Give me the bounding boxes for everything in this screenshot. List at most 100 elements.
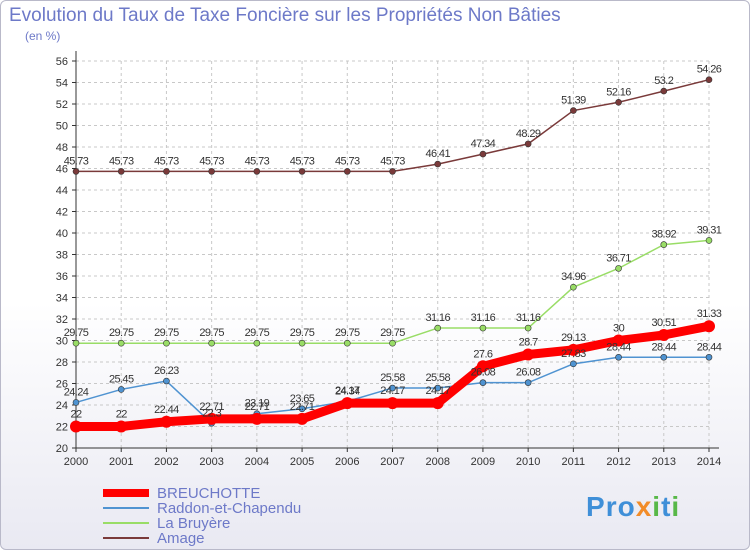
data-label-raddon-et-chapendu: 22.3	[202, 407, 221, 419]
data-label-raddon-et-chapendu: 28.44	[606, 341, 631, 353]
grid	[75, 60, 710, 448]
data-label-la-bruyere: 31.16	[516, 312, 541, 324]
data-label-la-bruyere: 29.75	[335, 327, 360, 339]
data-label-raddon-et-chapendu: 25.58	[380, 372, 405, 384]
y-tick-label: 56	[56, 56, 68, 68]
legend-item-la-bruyere: La Bruyère	[101, 514, 231, 532]
data-label-amage: 45.73	[245, 155, 270, 167]
data-point-breuchotte	[567, 343, 580, 356]
data-point-breuchotte	[703, 320, 715, 333]
data-label-raddon-et-chapendu: 23.19	[245, 398, 270, 410]
data-label-la-bruyere: 29.75	[154, 327, 179, 339]
chart-title: Evolution du Taux de Taxe Foncière sur l…	[9, 5, 561, 26]
y-tick-label: 24	[56, 400, 68, 412]
data-label-amage: 47.34	[471, 138, 496, 150]
data-point-raddon-et-chapendu	[660, 353, 668, 361]
data-label-amage: 46.41	[425, 148, 450, 160]
legend-label-raddon: Raddon-et-Chapendu	[157, 499, 302, 517]
data-label-breuchotte: 22.71	[290, 401, 315, 413]
data-point-amage	[253, 168, 261, 175]
data-label-raddon-et-chapendu: 24.24	[64, 386, 89, 398]
legend-label-la-bruyere: La Bruyère	[157, 514, 231, 532]
data-label-raddon-et-chapendu: 26.23	[154, 365, 179, 377]
data-point-amage	[389, 168, 396, 175]
data-point-amage	[434, 160, 442, 168]
y-tick-label: 34	[56, 293, 68, 305]
y-tick-label: 50	[56, 121, 68, 133]
data-point-breuchotte	[296, 412, 309, 425]
x-tick-label: 2001	[109, 456, 133, 468]
data-point-la-bruyere	[660, 241, 668, 248]
data-point-amage	[72, 168, 80, 175]
x-tick-label: 2005	[290, 456, 314, 468]
data-label-breuchotte: 22	[116, 409, 128, 421]
data-label-la-bruyere: 39.31	[697, 224, 722, 236]
data-point-breuchotte	[341, 397, 354, 410]
data-label-amage: 52.16	[606, 86, 631, 98]
y-tick-label: 36	[56, 271, 68, 283]
y-tick-label: 22	[56, 422, 68, 434]
data-point-la-bruyere	[434, 324, 442, 332]
x-tick-label: 2012	[606, 456, 630, 468]
y-tick-label: 46	[56, 164, 68, 176]
x-tick-label: 2006	[335, 456, 359, 468]
data-label-amage: 45.73	[380, 155, 405, 167]
data-label-la-bruyere: 34.96	[561, 271, 586, 283]
legend-label-amage: Amage	[157, 529, 205, 547]
data-label-breuchotte: 24.17	[425, 385, 450, 397]
data-point-raddon-et-chapendu	[570, 360, 577, 368]
data-point-breuchotte	[612, 334, 625, 347]
y-tick-label: 28	[56, 357, 68, 369]
legend-item-breuchotte: BREUCHOTTE	[101, 484, 261, 502]
data-label-la-bruyere: 31.16	[471, 312, 496, 324]
data-point-raddon-et-chapendu	[389, 384, 396, 392]
x-tick-label: 2000	[64, 456, 88, 468]
data-point-amage	[208, 168, 215, 175]
data-point-la-bruyere	[389, 339, 396, 347]
data-point-breuchotte	[386, 397, 399, 410]
data-label-la-bruyere: 29.75	[290, 327, 315, 339]
legend-swatch-la-bruyere	[103, 522, 149, 524]
data-label-raddon-et-chapendu: 28.44	[697, 341, 722, 353]
data-label-raddon-et-chapendu: 25.45	[109, 373, 134, 385]
data-point-raddon-et-chapendu	[434, 384, 442, 392]
data-label-raddon-et-chapendu: 27.83	[561, 348, 586, 360]
data-point-raddon-et-chapendu	[298, 405, 306, 413]
data-point-la-bruyere	[208, 339, 215, 347]
data-label-breuchotte: 22.71	[245, 401, 270, 413]
data-label-la-bruyere: 29.75	[199, 327, 224, 339]
chart-unit-label: (en %)	[25, 29, 61, 43]
legend-item-raddon: Raddon-et-Chapendu	[101, 499, 302, 517]
y-tick-label: 48	[56, 142, 68, 154]
logo-letter: i	[652, 491, 662, 522]
x-tick-label: 2010	[516, 456, 540, 468]
axes: 2022242628303234363840424446485052545620…	[56, 51, 721, 468]
y-tick-label: 54	[56, 78, 68, 90]
x-tick-label: 2014	[697, 456, 721, 468]
data-point-amage	[117, 168, 125, 175]
y-tick-label: 20	[56, 443, 68, 455]
data-label-breuchotte: 22	[70, 409, 82, 421]
y-tick-label: 52	[56, 99, 68, 111]
data-point-raddon-et-chapendu	[72, 399, 80, 406]
data-label-breuchotte: 30	[613, 323, 625, 335]
x-tick-label: 2007	[380, 456, 404, 468]
data-label-breuchotte: 27.6	[473, 348, 492, 360]
data-label-amage: 48.29	[516, 128, 541, 140]
x-tick-label: 2011	[562, 456, 586, 468]
data-point-amage	[479, 150, 487, 158]
data-label-amage: 45.73	[64, 155, 89, 167]
y-tick-label: 40	[56, 228, 68, 240]
data-label-breuchotte: 22.44	[154, 404, 179, 416]
data-label-breuchotte: 28.7	[519, 336, 538, 348]
data-point-la-bruyere	[253, 339, 261, 347]
data-point-raddon-et-chapendu	[479, 379, 487, 386]
data-point-raddon-et-chapendu	[524, 379, 532, 386]
data-label-amage: 45.73	[109, 155, 134, 167]
data-label-raddon-et-chapendu: 26.08	[516, 367, 541, 379]
data-label-la-bruyere: 36.71	[606, 252, 631, 264]
data-label-raddon-et-chapendu: 26.08	[471, 367, 496, 379]
legend-label-breuchotte: BREUCHOTTE	[157, 484, 261, 502]
proxiti-logo: Proxiti	[586, 491, 680, 523]
